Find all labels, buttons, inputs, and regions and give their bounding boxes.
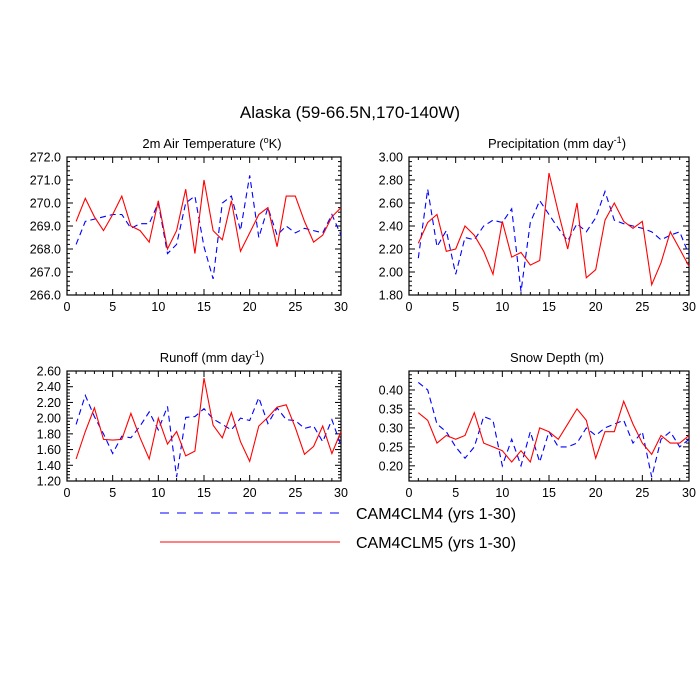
runoff-clm5-series-line: [75, 377, 342, 464]
runoff-y-tick-label: 1.80: [37, 427, 61, 441]
precipitation-x-tick-label: 25: [635, 300, 649, 314]
air-temperature-y-tick-label: 269.0: [30, 220, 61, 234]
air-temperature-y-tick-label: 272.0: [30, 151, 61, 165]
runoff-y-tick-label: 1.40: [37, 459, 61, 473]
air-temperature-x-tick-label: 30: [334, 300, 348, 314]
runoff-x-tick-label: 15: [197, 486, 211, 500]
precipitation-x-tick-label: 0: [406, 300, 413, 314]
air-temperature-x-tick-label: 0: [64, 300, 71, 314]
runoff-y-tick-label: 2.20: [37, 396, 61, 410]
snow-depth-x-tick-label: 5: [452, 486, 459, 500]
runoff-x-tick-label: 30: [334, 486, 348, 500]
precipitation-x-tick-label: 30: [682, 300, 696, 314]
snow-depth-plot-frame: [408, 370, 690, 482]
figure-title: Alaska (59-66.5N,170-140W): [239, 103, 461, 122]
runoff-x-tick-label: 10: [151, 486, 165, 500]
air-temperature-y-tick-label: 266.0: [30, 289, 61, 303]
air-temperature-y-tick-label: 271.0: [30, 174, 61, 188]
precipitation-y-tick-label: 2.60: [379, 197, 403, 211]
snow-depth-x-tick-label: 30: [682, 486, 696, 500]
precipitation-x-tick-label: 10: [495, 300, 509, 314]
precipitation-y-tick-label: 2.80: [379, 174, 403, 188]
air-temperature-x-tick-label: 20: [243, 300, 257, 314]
air-temperature-panel: 0 5 10 15 20 25 30 266.0 267.0 268.0 269.0 270.0 271…: [30, 135, 348, 314]
runoff-clm4-series-line: [75, 393, 342, 478]
runoff-x-tick-label: 20: [243, 486, 257, 500]
air-temperature-x-tick-label: 15: [197, 300, 211, 314]
precipitation-y-tick-label: 2.20: [379, 243, 403, 257]
runoff-y-tick-label: 2.00: [37, 412, 61, 426]
precipitation-y-tick-label: 2.00: [379, 266, 403, 280]
snow-depth-y-tick-label: 0.30: [379, 421, 403, 435]
runoff-y-tick-label: 2.60: [37, 365, 61, 379]
snow-depth-panel: 0 5 10 15 20 25 30 0.20 0.25 0.30 0.35 0.40 Snow Dep…: [379, 350, 696, 500]
runoff-panel-title: Runoff (mm day-1): [160, 349, 265, 365]
snow-depth-clm4-series-line: [417, 381, 690, 478]
snow-depth-x-tick-label: 0: [406, 486, 413, 500]
snow-depth-y-tick-label: 0.35: [379, 402, 403, 416]
snow-depth-x-tick-label: 20: [589, 486, 603, 500]
runoff-x-tick-label: 5: [109, 486, 116, 500]
precipitation-y-tick-label: 1.80: [379, 289, 403, 303]
snow-depth-y-tick-label: 0.40: [379, 383, 403, 397]
snow-depth-clm5-series-line: [417, 399, 690, 464]
runoff-panel: 0 5 10 15 20 25 30 1.20 1.40 1.60 1.802.00 2.20 2.40…: [37, 349, 348, 500]
air-temperature-x-tick-label: 10: [151, 300, 165, 314]
air-temperature-x-tick-label: 5: [109, 300, 116, 314]
snow-depth-x-tick-label: 25: [635, 486, 649, 500]
snow-depth-x-tick-label: 10: [495, 486, 509, 500]
legend-clm5-label: CAM4CLM5 (yrs 1-30): [356, 535, 516, 552]
runoff-y-tick-label: 2.40: [37, 380, 61, 394]
air-temperature-plot-frame: [66, 156, 342, 296]
air-temperature-x-tick-label: 25: [288, 300, 302, 314]
snow-depth-panel-title: Snow Depth (m): [510, 350, 604, 365]
precipitation-x-tick-label: 15: [542, 300, 556, 314]
snow-depth-y-tick-label: 0.25: [379, 440, 403, 454]
legend-clm4-label: CAM4CLM4 (yrs 1-30): [356, 506, 516, 523]
snow-depth-y-tick-label: 0.20: [379, 459, 403, 473]
snow-depth-x-tick-label: 15: [542, 486, 556, 500]
precipitation-y-tick-label: 2.40: [379, 220, 403, 234]
runoff-y-tick-label: 1.60: [37, 443, 61, 457]
legend: CAM4CLM4 (yrs 1-30) CAM4CLM5 (yrs 1-30): [160, 506, 516, 552]
runoff-y-tick-label: 1.20: [37, 475, 61, 489]
air-temperature-y-tick-label: 268.0: [30, 243, 61, 257]
air-temperature-panel-title: 2m Air Temperature (oK): [142, 135, 281, 151]
runoff-plot-frame: [66, 370, 342, 482]
precipitation-x-tick-label: 5: [452, 300, 459, 314]
precipitation-y-tick-label: 3.00: [379, 151, 403, 165]
precipitation-panel: 0 5 10 15 20 25 30 1.80 2.00 2.20 2.40 2.60 2.80 3.00…: [379, 135, 696, 314]
precipitation-panel-title: Precipitation (mm day-1): [488, 135, 626, 151]
air-temperature-y-tick-label: 270.0: [30, 197, 61, 211]
runoff-x-tick-label: 25: [288, 486, 302, 500]
air-temperature-clm5-series-line: [75, 179, 342, 254]
air-temperature-y-tick-label: 267.0: [30, 266, 61, 280]
precipitation-x-tick-label: 20: [589, 300, 603, 314]
precipitation-clm4-series-line: [417, 189, 690, 292]
runoff-x-tick-label: 0: [64, 486, 71, 500]
precipitation-clm5-series-line: [417, 172, 690, 287]
air-temperature-clm4-series-line: [75, 175, 342, 280]
